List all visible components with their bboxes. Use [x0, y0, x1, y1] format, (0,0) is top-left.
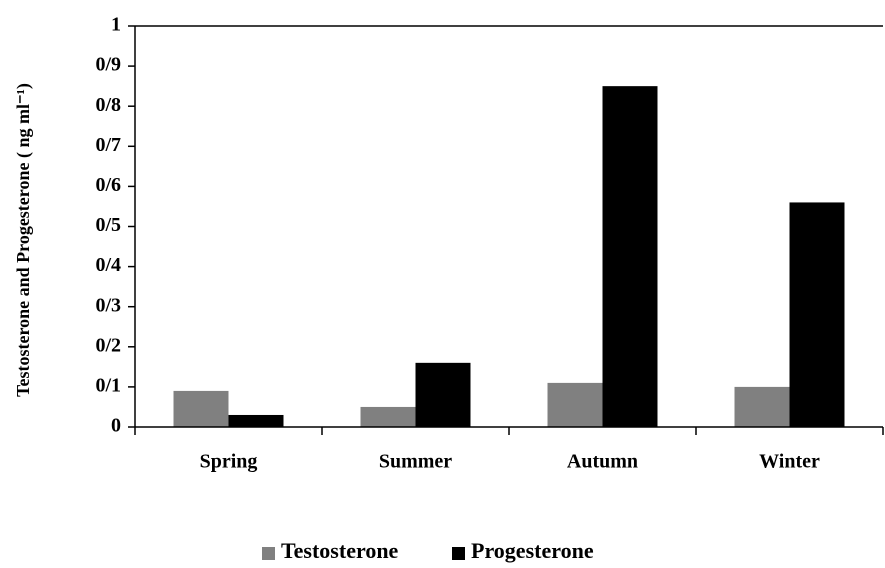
- bar: [415, 362, 471, 427]
- legend-label: Progesterone: [471, 538, 594, 563]
- x-tick-label: Spring: [200, 451, 258, 473]
- bar: [602, 86, 658, 428]
- x-tick-label: Winter: [759, 451, 820, 473]
- y-tick-label: 0/6: [95, 174, 121, 196]
- bar: [547, 382, 603, 427]
- legend-swatch: [262, 547, 275, 560]
- y-tick-label: 0/8: [95, 94, 121, 116]
- y-tick-label: 0/9: [95, 54, 121, 76]
- y-tick-label: 0/1: [95, 374, 121, 396]
- legend-label: Testosterone: [281, 538, 399, 563]
- bar: [228, 414, 284, 427]
- x-tick-label: Summer: [379, 451, 452, 473]
- y-tick-label: 0/4: [95, 254, 121, 276]
- bar: [734, 386, 790, 427]
- y-axis-label: Testosterone and Progesterone ( ng ml⁻¹): [13, 83, 34, 397]
- bar: [173, 390, 229, 427]
- legend-swatch: [452, 547, 465, 560]
- y-tick-label: 0/3: [95, 294, 121, 316]
- y-tick-label: 0/5: [95, 214, 121, 236]
- y-tick-label: 0/7: [95, 134, 121, 156]
- bar: [789, 202, 845, 427]
- x-tick-label: Autumn: [567, 451, 638, 473]
- y-tick-label: 0/2: [95, 334, 121, 356]
- y-tick-label: 1: [111, 14, 121, 36]
- bar: [360, 406, 416, 427]
- y-tick-label: 0: [111, 415, 121, 437]
